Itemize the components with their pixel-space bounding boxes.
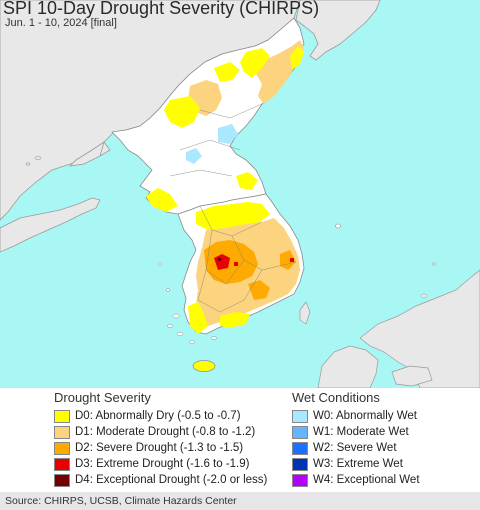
japan-shikoku [391,365,433,387]
sk-d3-spot-1 [234,262,238,266]
legend-label-w0: W0: Abnormally Wet [313,410,417,422]
nk-d0-northwest [214,62,240,82]
map-subtitle: Jun. 1 - 10, 2024 [final] [5,17,117,29]
tsushima-island [299,301,311,325]
legend-item-d1: D1: Moderate Drought (-0.8 to -1.2) [54,424,255,440]
legend-item-w0: W0: Abnormally Wet [292,408,417,424]
legend-item-d3: D3: Extreme Drought (-1.6 to -1.9) [54,456,249,472]
island-east-1 [431,262,437,266]
sk-d3-spot-2 [290,258,294,262]
nk-d0-southwest [146,188,178,212]
sk-d2-central [204,240,258,284]
wet-legend-heading: Wet Conditions [292,390,380,405]
sk-d0-southwest-coast [188,302,208,334]
swatch-d2 [54,441,70,455]
sk-d0-south-coast [220,312,250,328]
source-text: Source: CHIRPS, UCSB, Climate Hazards Ce… [5,495,237,507]
swatch-d3 [54,457,70,471]
russia-primorye [295,0,381,61]
sk-d4-spot [218,258,221,261]
legend-label-d3: D3: Extreme Drought (-1.6 to -1.9) [75,458,250,470]
nk-w0-south [186,148,202,164]
oki-island [420,293,428,299]
nk-d0-north-tip [290,46,304,70]
legend-label-d1: D1: Moderate Drought (-0.8 to -1.2) [75,426,256,438]
legend-item-d4: D4: Exceptional Drought (-2.0 or less) [54,472,267,488]
liaodong-peninsula [68,141,105,167]
legend-item-w3: W3: Extreme Wet [292,456,403,472]
legend-item-d0: D0: Abnormally Dry (-0.5 to -0.7) [54,408,241,424]
japan-kyushu [317,345,379,388]
southwest-islands [157,262,217,344]
source-footer: Source: CHIRPS, UCSB, Climate Hazards Ce… [0,492,480,510]
nk-d0-southeast [236,172,258,190]
drought-legend-heading: Drought Severity [54,390,151,405]
map-title: SPI 10-Day Drought Severity (CHIRPS) [3,0,320,18]
legend-label-d0: D0: Abnormally Dry (-0.5 to -0.7) [75,410,241,422]
sk-d2-southeast [248,280,270,300]
legend-label-w1: W1: Moderate Wet [313,426,409,438]
swatch-w3 [292,457,308,471]
province-boundaries [169,103,297,313]
swatch-w2 [292,441,308,455]
swatch-w1 [292,425,308,439]
japan-honshu [359,269,480,388]
legend-label-w3: W3: Extreme Wet [313,458,403,470]
ulleung-island [335,223,341,229]
nk-d0-west [164,96,200,128]
legend: Drought Severity D0: Abnormally Dry (-0.… [0,388,480,492]
island-west-2 [25,162,31,166]
swatch-w0 [292,409,308,423]
drought-map [0,0,480,388]
jeju-island [192,360,216,372]
swatch-d4 [54,473,70,487]
swatch-w4 [292,473,308,487]
legend-item-w1: W1: Moderate Wet [292,424,409,440]
legend-label-d4: D4: Exceptional Drought (-2.0 or less) [75,474,268,486]
legend-label-w2: W2: Severe Wet [313,442,397,454]
legend-label-w4: W4: Exceptional Wet [313,474,420,486]
swatch-d0 [54,409,70,423]
nk-d0-northeast [240,48,270,78]
legend-label-d2: D2: Severe Drought (-1.3 to -1.5) [75,442,244,454]
legend-item-w4: W4: Exceptional Wet [292,472,420,488]
legend-item-d2: D2: Severe Drought (-1.3 to -1.5) [54,440,243,456]
island-west-1 [34,156,42,160]
sk-d0-north [196,202,270,230]
legend-item-w2: W2: Severe Wet [292,440,397,456]
nk-w0-center [218,124,238,144]
swatch-d1 [54,425,70,439]
shandong-peninsula [0,197,101,253]
